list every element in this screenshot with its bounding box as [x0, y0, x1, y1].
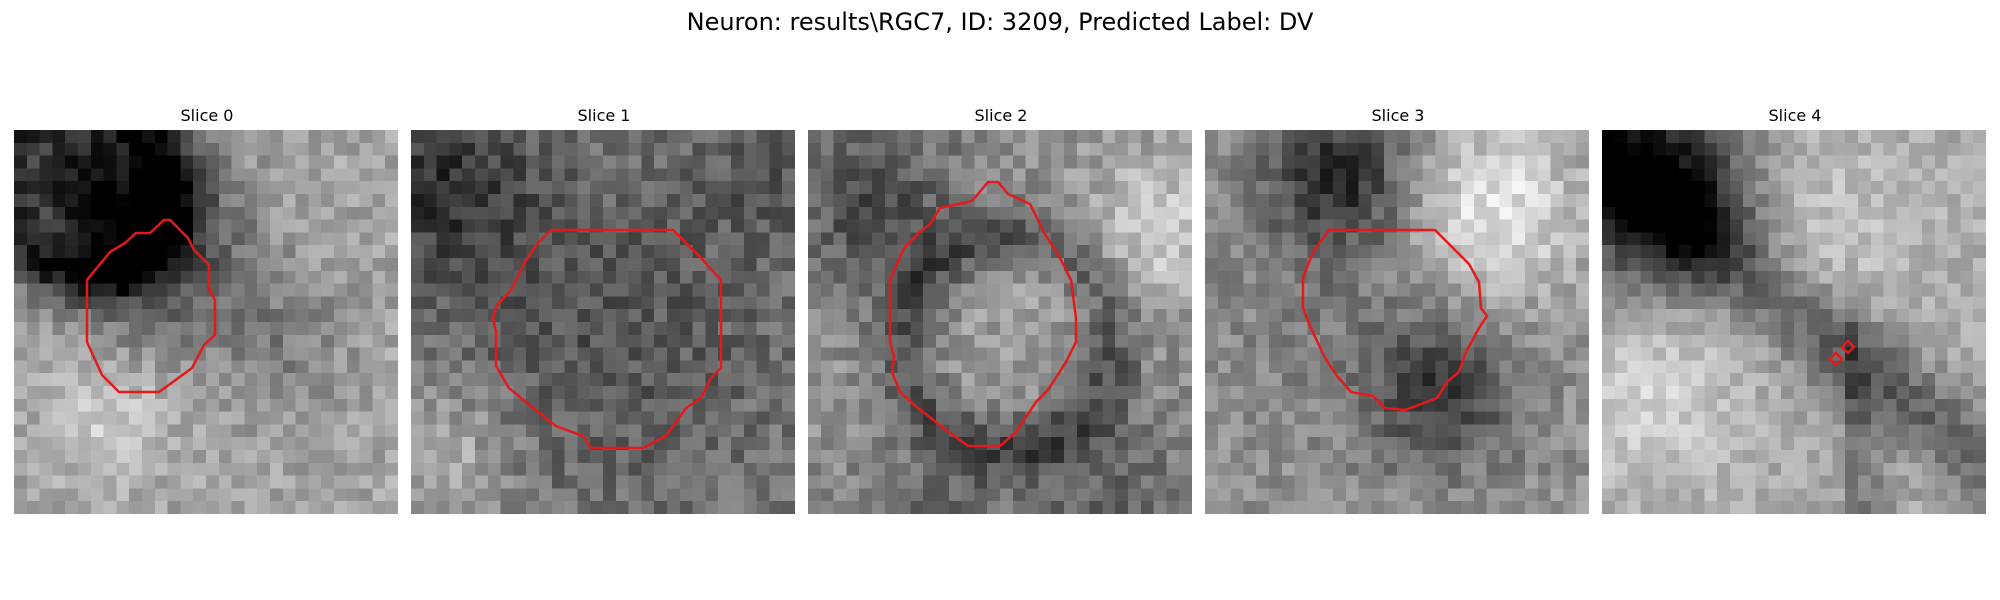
- slice-panel-4: Slice 4: [1602, 106, 1988, 514]
- grayscale-image: [808, 130, 1192, 514]
- figure-title: Neuron: results\RGC7, ID: 3209, Predicte…: [686, 8, 1314, 36]
- cell-outline: [491, 228, 723, 450]
- cell-outline: [1301, 228, 1489, 412]
- grayscale-image: [1205, 130, 1589, 514]
- cell-outline: [888, 180, 1078, 448]
- slice-panel-0: Slice 0: [14, 106, 400, 514]
- cell-outline-overlay: [491, 228, 723, 450]
- slice-title: Slice 2: [974, 106, 1028, 125]
- cell-outline: [85, 218, 217, 394]
- slice-title: Slice 4: [1768, 106, 1822, 125]
- slice-title: Slice 3: [1371, 106, 1425, 125]
- cell-outline-overlay: [1828, 339, 1856, 367]
- cell-outline: [1840, 339, 1856, 355]
- slice-panel-3: Slice 3: [1205, 106, 1591, 514]
- cell-outline: [1828, 351, 1844, 367]
- slice-panel-2: Slice 2: [808, 106, 1194, 514]
- grayscale-image: [14, 130, 398, 514]
- slice-title: Slice 0: [180, 106, 234, 125]
- cell-outline-overlay: [1301, 228, 1489, 412]
- cell-outline-overlay: [888, 180, 1078, 448]
- cell-outline-overlay: [85, 218, 217, 394]
- grayscale-image: [1602, 130, 1986, 514]
- slice-title: Slice 1: [577, 106, 631, 125]
- grayscale-image: [411, 130, 795, 514]
- slice-panel-1: Slice 1: [411, 106, 797, 514]
